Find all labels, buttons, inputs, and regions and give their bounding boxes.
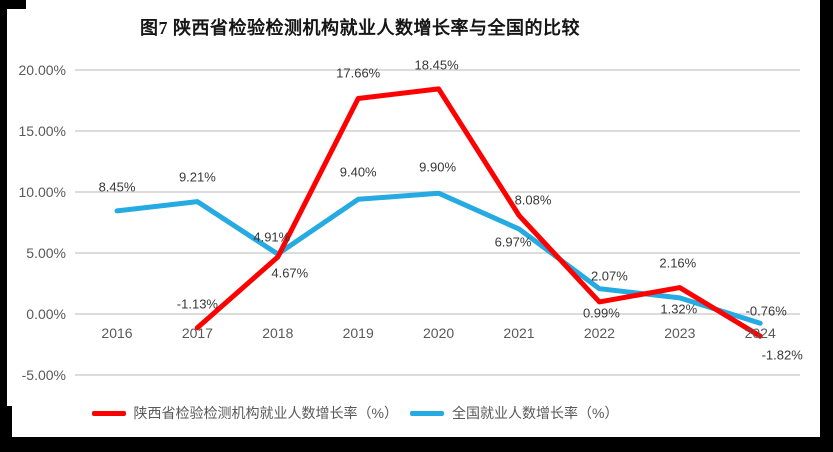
data-label: 0.99% [582, 305, 620, 321]
x-axis-tick: 2023 [664, 325, 696, 341]
page-title: 图7 陕西省检验检测机构就业人数增长率与全国的比较 [140, 18, 580, 38]
y-axis-tick: 0.00% [26, 306, 66, 322]
data-label: 8.08% [514, 192, 552, 208]
data-label: 8.45% [98, 179, 136, 195]
x-axis-tick: 2017 [181, 325, 213, 341]
photo-border-right [820, 0, 833, 452]
data-label: 6.97% [494, 234, 532, 250]
x-axis-tick: 2019 [342, 325, 374, 341]
data-label: 4.91% [253, 229, 291, 245]
data-label: 9.21% [178, 169, 216, 185]
x-axis-tick: 2020 [423, 325, 455, 341]
y-axis-tick: 5.00% [26, 245, 66, 261]
legend-label-national: 全国就业人数增长率（%） [452, 405, 619, 421]
data-label: 2.07% [590, 268, 628, 284]
photo-border-top-left [0, 0, 26, 9]
legend-label-shaanxi: 陕西省检验检测机构就业人数增长率（%） [133, 405, 398, 421]
data-label: 9.40% [339, 164, 377, 180]
national-line-swatch-icon [410, 410, 444, 416]
data-label: 17.66% [336, 65, 381, 81]
photo-border-left [0, 0, 7, 452]
legend-item-national: 全国就业人数增长率（%） [410, 403, 618, 423]
shaanxi-line-swatch-icon [91, 410, 126, 416]
y-axis-tick: -5.00% [21, 367, 66, 383]
y-axis-tick: 20.00% [18, 62, 66, 78]
data-label: 4.67% [271, 265, 309, 281]
data-label: 1.32% [660, 301, 698, 317]
legend: 陕西省检验检测机构就业人数增长率（%） 全国就业人数增长率（%） [0, 403, 710, 423]
x-axis-tick: 2024 [744, 325, 776, 341]
x-axis-tick: 2022 [583, 325, 615, 341]
data-label: 2.16% [659, 255, 697, 271]
x-axis-tick: 2016 [101, 325, 133, 341]
y-axis-tick: 10.00% [18, 184, 66, 200]
data-label: -0.76% [745, 303, 787, 319]
data-label: 9.90% [419, 159, 457, 175]
x-axis-tick: 2021 [503, 325, 535, 341]
data-label: -1.82% [761, 347, 803, 363]
y-axis-tick: 15.00% [18, 123, 66, 139]
legend-item-shaanxi: 陕西省检验检测机构就业人数增长率（%） [91, 403, 398, 423]
x-axis-tick: 2018 [262, 325, 294, 341]
shaanxi-series-line [194, 86, 763, 339]
photo-border-bottom [0, 437, 833, 452]
data-label: 18.45% [414, 57, 459, 73]
data-label: -1.13% [176, 296, 218, 312]
